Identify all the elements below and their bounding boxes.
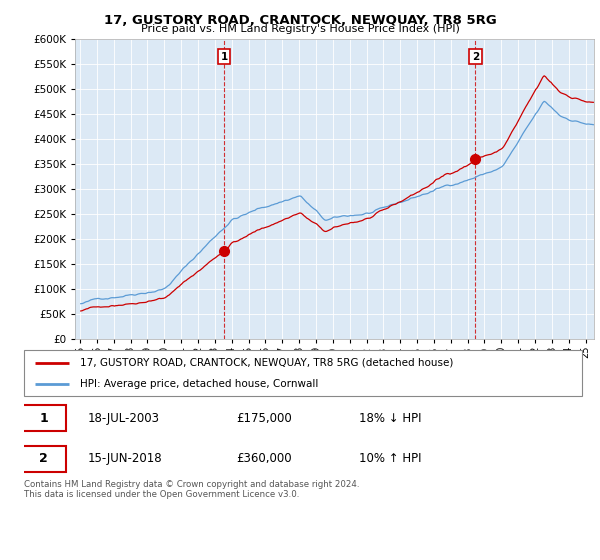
Text: 17, GUSTORY ROAD, CRANTOCK, NEWQUAY, TR8 5RG: 17, GUSTORY ROAD, CRANTOCK, NEWQUAY, TR8…: [104, 14, 496, 27]
Text: 2: 2: [472, 52, 479, 62]
Text: 10% ↑ HPI: 10% ↑ HPI: [359, 452, 421, 465]
FancyBboxPatch shape: [21, 405, 66, 431]
Text: 18% ↓ HPI: 18% ↓ HPI: [359, 412, 421, 424]
Text: Price paid vs. HM Land Registry's House Price Index (HPI): Price paid vs. HM Land Registry's House …: [140, 24, 460, 34]
FancyBboxPatch shape: [24, 350, 582, 396]
Text: 15-JUN-2018: 15-JUN-2018: [88, 452, 163, 465]
Text: Contains HM Land Registry data © Crown copyright and database right 2024.
This d: Contains HM Land Registry data © Crown c…: [24, 480, 359, 500]
Text: 1: 1: [39, 412, 48, 424]
Text: £360,000: £360,000: [236, 452, 292, 465]
Text: 17, GUSTORY ROAD, CRANTOCK, NEWQUAY, TR8 5RG (detached house): 17, GUSTORY ROAD, CRANTOCK, NEWQUAY, TR8…: [80, 358, 453, 368]
Text: HPI: Average price, detached house, Cornwall: HPI: Average price, detached house, Corn…: [80, 380, 318, 389]
Text: 1: 1: [220, 52, 227, 62]
Text: 2: 2: [39, 452, 48, 465]
Text: 18-JUL-2003: 18-JUL-2003: [88, 412, 160, 424]
Text: £175,000: £175,000: [236, 412, 292, 424]
FancyBboxPatch shape: [21, 446, 66, 472]
